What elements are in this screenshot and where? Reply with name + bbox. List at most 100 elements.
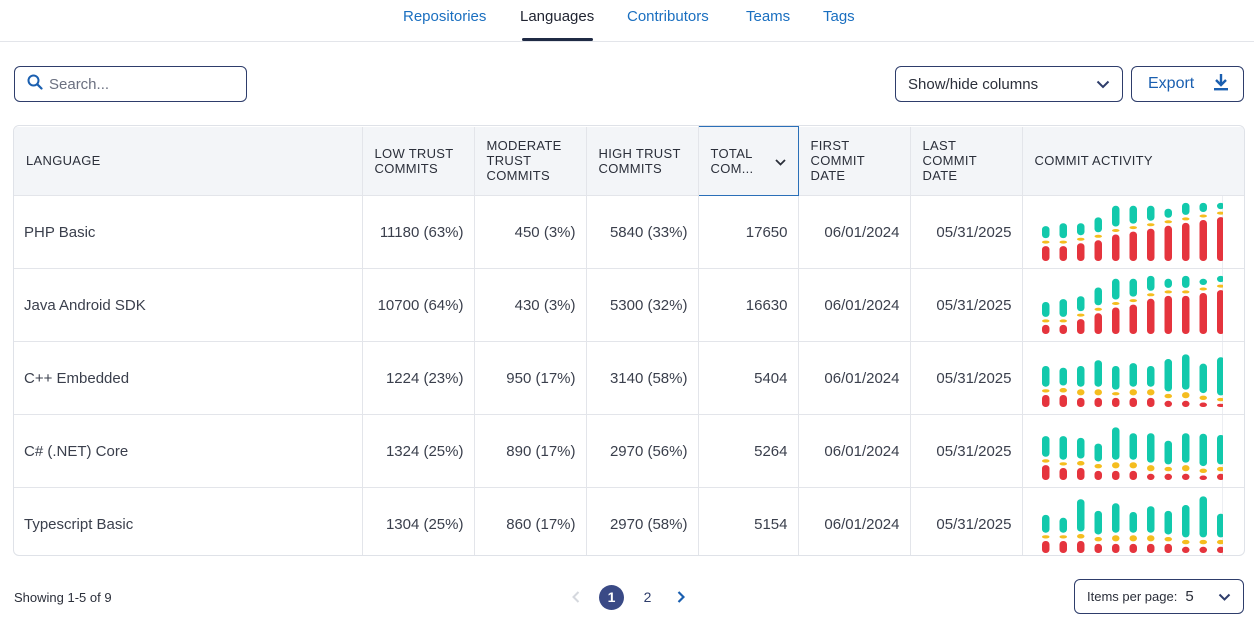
moderate-trust-bar xyxy=(1199,468,1207,474)
download-icon xyxy=(1213,73,1229,96)
high-trust-bar xyxy=(1146,275,1154,291)
high-trust-bar xyxy=(1129,278,1137,297)
cell-language: Java Android SDK xyxy=(14,268,363,342)
high-trust-bar xyxy=(1181,202,1189,215)
moderate-trust-bar xyxy=(1146,465,1154,472)
table-row[interactable]: C# (.NET) Core 1324 (25%) 890 (17%) 2970 (5… xyxy=(14,414,1244,488)
table-row[interactable]: PHP Basic 11180 (63%) 450 (3%) 5840 (33%) 17… xyxy=(14,195,1244,269)
tab-languages[interactable]: Languages xyxy=(520,8,595,25)
low-trust-bar xyxy=(1111,397,1119,407)
low-trust-bar xyxy=(1164,295,1172,334)
col-header-high-trust[interactable]: HIGH TRUST COMMITS xyxy=(586,126,699,196)
low-trust-bar xyxy=(1199,220,1207,261)
high-trust-bar xyxy=(1164,208,1172,218)
low-trust-bar xyxy=(1129,231,1137,261)
cell-total-commits: 5154 xyxy=(698,487,799,555)
high-trust-bar xyxy=(1059,299,1067,317)
high-trust-bar xyxy=(1181,505,1189,538)
moderate-trust-bar xyxy=(1164,220,1172,224)
high-trust-bar xyxy=(1199,433,1207,467)
commit-activity-sparkbars xyxy=(1041,427,1224,480)
col-header-first-commit-date[interactable]: FIRST COMMIT DATE xyxy=(798,126,911,196)
commit-activity-sparkbars xyxy=(1041,354,1224,407)
high-trust-bar xyxy=(1111,205,1119,227)
moderate-trust-bar xyxy=(1146,223,1154,227)
moderate-trust-bar xyxy=(1041,240,1049,244)
moderate-trust-bar xyxy=(1216,284,1224,288)
moderate-trust-bar xyxy=(1059,240,1067,244)
moderate-trust-bar xyxy=(1076,534,1084,539)
col-header-total-commits[interactable]: TOTAL COM... xyxy=(697,126,799,196)
col-header-last-commit-date[interactable]: LAST COMMIT DATE xyxy=(910,126,1023,196)
moderate-trust-bar xyxy=(1076,237,1084,241)
moderate-trust-bar xyxy=(1181,465,1189,472)
high-trust-bar xyxy=(1041,436,1049,457)
page-button-1[interactable]: 1 xyxy=(599,584,624,610)
high-trust-bar xyxy=(1164,510,1172,535)
cell-moderate-trust: 890 (17%) xyxy=(474,414,587,488)
sort-desc-icon[interactable] xyxy=(774,154,786,169)
search-input[interactable] xyxy=(49,75,229,93)
moderate-trust-bar xyxy=(1199,395,1207,401)
moderate-trust-bar xyxy=(1059,462,1067,466)
high-trust-bar xyxy=(1076,366,1084,387)
low-trust-bar xyxy=(1041,246,1049,261)
table-row[interactable]: Typescript Basic 1304 (25%) 860 (17%) 2970 … xyxy=(14,487,1244,555)
high-trust-bar xyxy=(1146,366,1154,387)
tab-teams[interactable]: Teams xyxy=(746,8,791,25)
cell-first-commit-date: 06/01/2024 xyxy=(798,268,911,342)
cell-high-trust: 2970 (58%) xyxy=(586,487,699,555)
cell-commit-activity xyxy=(1022,268,1244,342)
languages-table: LANGUAGE LOW TRUST COMMITS MODERATE TRUST C… xyxy=(13,125,1245,556)
export-button[interactable]: Export xyxy=(1131,66,1244,102)
tab-repositories[interactable]: Repositories xyxy=(403,8,487,25)
moderate-trust-bar xyxy=(1216,466,1224,472)
moderate-trust-bar xyxy=(1216,539,1224,545)
prev-page-icon[interactable] xyxy=(566,587,586,607)
moderate-trust-bar xyxy=(1111,302,1119,305)
show-hide-columns-select[interactable]: Show/hide columns xyxy=(895,66,1123,102)
low-trust-bar xyxy=(1094,397,1102,407)
export-label: Export xyxy=(1148,75,1195,92)
cell-total-commits: 5264 xyxy=(698,414,799,488)
moderate-trust-bar xyxy=(1059,388,1067,393)
tab-bar: Repositories Languages Contributors Team… xyxy=(0,0,1254,42)
moderate-trust-bar xyxy=(1094,234,1102,238)
tab-contributors[interactable]: Contributors xyxy=(627,8,709,25)
low-trust-bar xyxy=(1199,293,1207,334)
high-trust-bar xyxy=(1129,512,1137,533)
high-trust-bar xyxy=(1059,436,1067,460)
low-trust-bar xyxy=(1111,543,1119,553)
table-row[interactable]: C++ Embedded 1224 (23%) 950 (17%) 3140 (58%… xyxy=(14,341,1244,415)
moderate-trust-bar xyxy=(1094,463,1102,469)
low-trust-bar xyxy=(1059,468,1067,480)
show-hide-columns-label: Show/hide columns xyxy=(908,75,1039,93)
low-trust-bar xyxy=(1146,543,1154,553)
col-header-language[interactable]: LANGUAGE xyxy=(14,126,363,196)
table-row[interactable]: Java Android SDK 10700 (64%) 430 (3%) 5300 … xyxy=(14,268,1244,342)
low-trust-bar xyxy=(1199,546,1207,553)
moderate-trust-bar xyxy=(1076,313,1084,317)
page-button-2[interactable]: 2 xyxy=(643,589,652,605)
low-trust-bar xyxy=(1041,395,1049,407)
moderate-trust-bar xyxy=(1164,290,1172,294)
high-trust-bar xyxy=(1041,226,1049,239)
col-header-low-trust[interactable]: LOW TRUST COMMITS xyxy=(362,126,475,196)
items-per-page-select[interactable]: Items per page: 5 xyxy=(1074,579,1244,614)
high-trust-bar xyxy=(1094,510,1102,535)
low-trust-bar xyxy=(1111,234,1119,261)
high-trust-bar xyxy=(1059,223,1067,239)
low-trust-bar xyxy=(1111,307,1119,334)
low-trust-bar xyxy=(1164,473,1172,480)
high-trust-bar xyxy=(1094,360,1102,387)
high-trust-bar xyxy=(1216,434,1224,465)
chevron-down-icon xyxy=(1096,76,1110,93)
chevron-down-icon xyxy=(1218,589,1231,604)
tab-tags[interactable]: Tags xyxy=(823,8,855,25)
col-header-commit-activity[interactable]: COMMIT ACTIVITY xyxy=(1022,126,1244,196)
search-box[interactable] xyxy=(14,66,247,102)
cell-commit-activity xyxy=(1022,195,1244,269)
col-header-moderate-trust[interactable]: MODERATE TRUST COMMITS xyxy=(474,126,587,196)
cell-total-commits: 17650 xyxy=(698,195,799,269)
next-page-icon[interactable] xyxy=(671,587,691,607)
